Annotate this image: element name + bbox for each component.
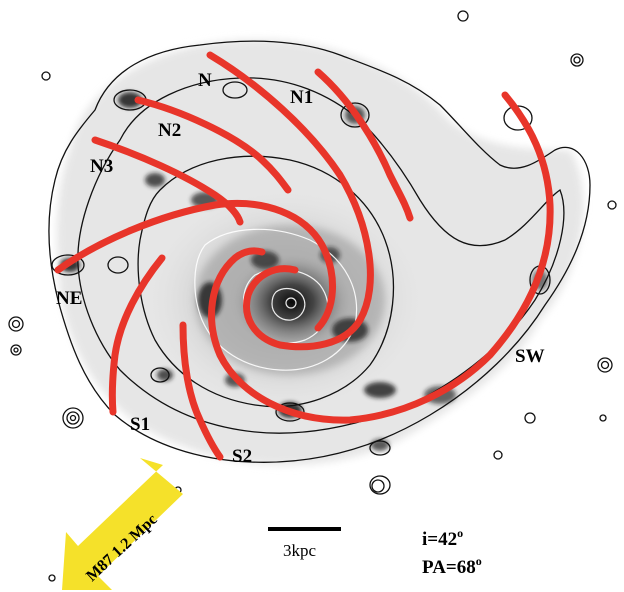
label-s1: S1	[130, 414, 150, 435]
contour-lines	[48, 40, 591, 495]
label-n3: N3	[90, 156, 113, 177]
orientation-parameters: i=42o PA=68o	[422, 526, 482, 578]
arm-n1	[314, 68, 414, 222]
label-ne: NE	[56, 288, 82, 309]
arm-n2	[134, 96, 292, 194]
scale-bar: 3kpc	[268, 527, 341, 560]
arm-sw	[208, 91, 554, 424]
field-stars	[8, 10, 617, 582]
arm-n3	[91, 136, 244, 226]
arm-ne	[54, 199, 336, 332]
arm-n	[206, 51, 374, 351]
label-s2: S2	[232, 446, 252, 467]
label-n1: N1	[290, 87, 313, 108]
inclination-text: i=42o	[422, 526, 463, 550]
spiral-arms	[54, 51, 554, 461]
scale-bar-label: 3kpc	[283, 541, 317, 560]
position-angle-text: PA=68o	[422, 554, 482, 578]
label-n2: N2	[158, 120, 181, 141]
label-n: N	[198, 70, 212, 91]
arrow-shape	[62, 458, 183, 590]
label-sw: SW	[515, 346, 545, 367]
arm-s1	[108, 254, 166, 416]
arm-s2	[179, 321, 224, 461]
arm-labels: N N1 N2 N3 NE S1 S2 SW	[56, 70, 545, 467]
